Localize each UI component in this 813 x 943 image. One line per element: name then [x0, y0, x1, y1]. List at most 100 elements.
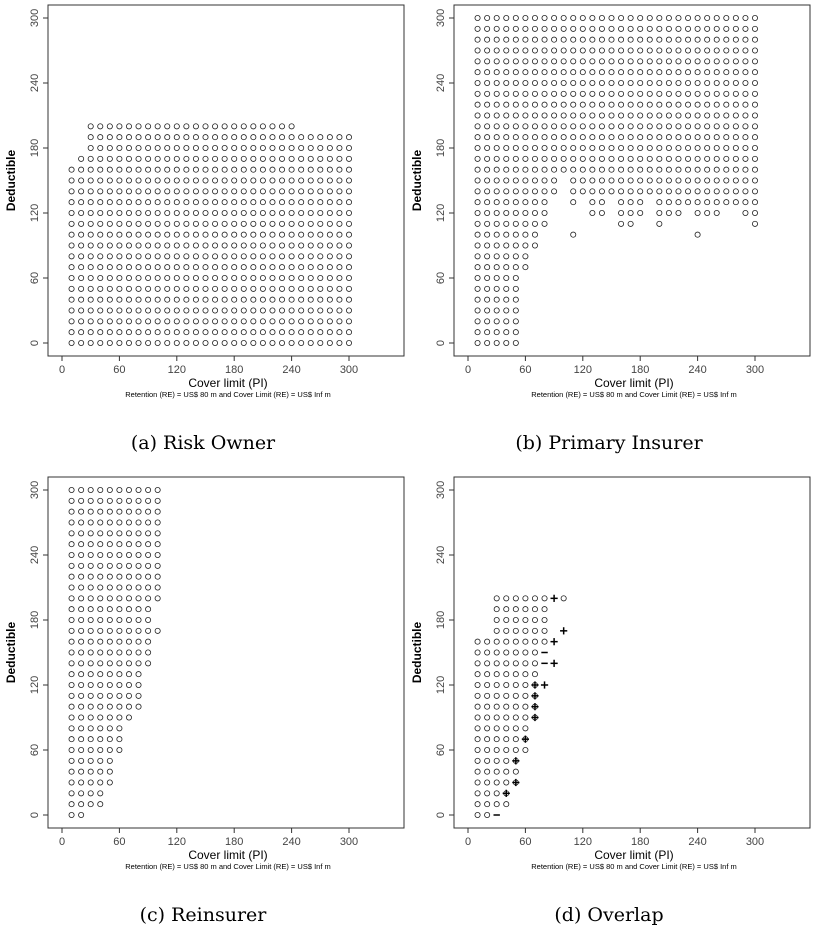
- data-point: [541, 638, 548, 645]
- data-point: [512, 595, 519, 602]
- data-point: [484, 692, 491, 699]
- data-point: [618, 123, 625, 130]
- data-point: [675, 177, 682, 184]
- data-point: [493, 318, 500, 325]
- data-point: [484, 339, 491, 346]
- plus-marker: [531, 692, 539, 700]
- data-point: [97, 649, 104, 656]
- data-point: [288, 307, 295, 314]
- data-point: [598, 101, 605, 108]
- data-point: [522, 714, 529, 721]
- data-point: [87, 231, 94, 238]
- data-point: [116, 253, 123, 260]
- data-point: [551, 188, 558, 195]
- data-point: [484, 36, 491, 43]
- data-point: [598, 69, 605, 76]
- data-point: [68, 253, 75, 260]
- data-point: [173, 339, 180, 346]
- data-point: [723, 112, 730, 119]
- data-point: [135, 166, 142, 173]
- data-point: [512, 627, 519, 634]
- data-point: [78, 649, 85, 656]
- data-point: [173, 253, 180, 260]
- data-point: [307, 285, 314, 292]
- data-point: [135, 486, 142, 493]
- data-point: [164, 242, 171, 249]
- data-point: [307, 329, 314, 336]
- data-point: [106, 166, 113, 173]
- data-point: [145, 253, 152, 260]
- data-point: [97, 552, 104, 559]
- x-tick-label: 60: [113, 364, 125, 376]
- data-point: [541, 595, 548, 602]
- data-point: [87, 606, 94, 613]
- data-point: [503, 703, 510, 710]
- data-point: [125, 703, 132, 710]
- data-point: [78, 595, 85, 602]
- data-point: [493, 123, 500, 130]
- data-point: [570, 69, 577, 76]
- data-point: [97, 339, 104, 346]
- data-point: [608, 90, 615, 97]
- data-point: [742, 14, 749, 21]
- data-point: [570, 166, 577, 173]
- data-point: [269, 339, 276, 346]
- data-point: [145, 649, 152, 656]
- data-point: [474, 14, 481, 21]
- data-point: [665, 188, 672, 195]
- data-point: [579, 101, 586, 108]
- data-point: [87, 714, 94, 721]
- data-point: [570, 80, 577, 87]
- data-point: [87, 541, 94, 548]
- data-point: [551, 36, 558, 43]
- data-point: [135, 296, 142, 303]
- data-point: [202, 296, 209, 303]
- data-point: [541, 58, 548, 65]
- data-point: [541, 14, 548, 21]
- data-point: [618, 69, 625, 76]
- data-point: [317, 264, 324, 271]
- data-point: [212, 318, 219, 325]
- data-point: [474, 801, 481, 808]
- data-point: [231, 264, 238, 271]
- data-point: [78, 519, 85, 526]
- data-point: [259, 307, 266, 314]
- data-point: [512, 703, 519, 710]
- data-point: [751, 123, 758, 130]
- y-tick-label: 120: [29, 676, 41, 694]
- data-point: [723, 199, 730, 206]
- data-point: [125, 552, 132, 559]
- data-point: [493, 307, 500, 314]
- data-point: [713, 90, 720, 97]
- data-point: [522, 595, 529, 602]
- data-point: [78, 274, 85, 281]
- data-point: [116, 231, 123, 238]
- data-point: [503, 188, 510, 195]
- data-point: [240, 220, 247, 227]
- data-point: [665, 112, 672, 119]
- data-point: [732, 177, 739, 184]
- data-point: [598, 112, 605, 119]
- data-point: [240, 177, 247, 184]
- data-point: [87, 562, 94, 569]
- data-point: [685, 177, 692, 184]
- data-point: [551, 166, 558, 173]
- data-point: [135, 242, 142, 249]
- data-point: [522, 616, 529, 623]
- data-point: [87, 530, 94, 537]
- data-point: [637, 14, 644, 21]
- data-point: [106, 584, 113, 591]
- data-point: [336, 188, 343, 195]
- data-point: [154, 242, 161, 249]
- data-point: [656, 47, 663, 54]
- data-point: [125, 497, 132, 504]
- data-point: [78, 692, 85, 699]
- data-point: [713, 144, 720, 151]
- data-point: [541, 606, 548, 613]
- data-point: [279, 318, 286, 325]
- data-point: [336, 285, 343, 292]
- data-point: [269, 307, 276, 314]
- data-point: [231, 339, 238, 346]
- data-point: [512, 264, 519, 271]
